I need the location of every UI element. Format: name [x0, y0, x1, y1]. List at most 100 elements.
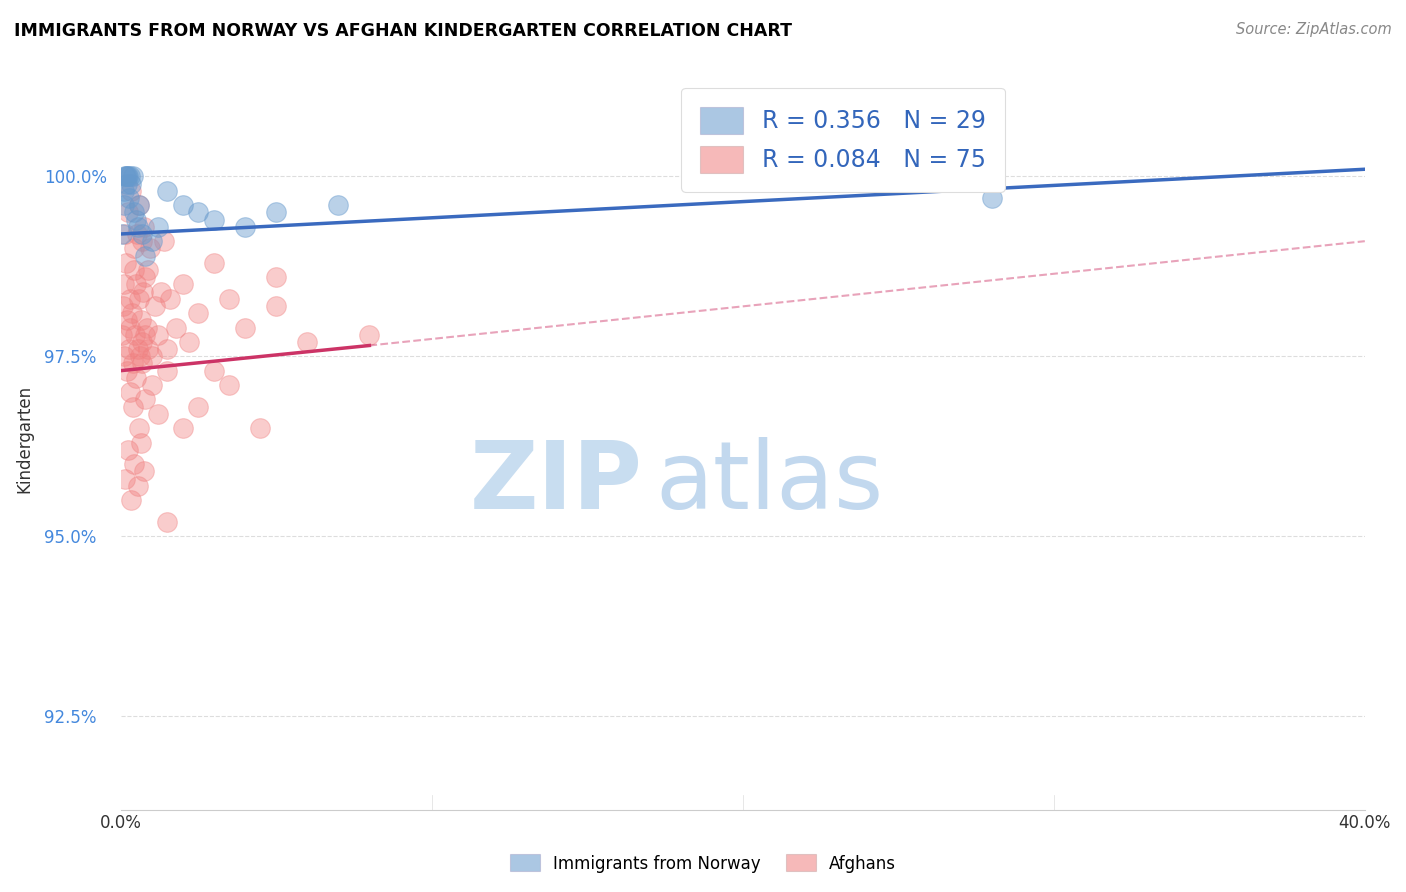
Point: [134, 270, 156, 285]
Point: [112, 184, 135, 198]
Point: [218, 378, 240, 392]
Point: [132, 219, 155, 234]
Point: [128, 198, 150, 212]
Point: [134, 249, 156, 263]
Point: [187, 400, 209, 414]
Point: [124, 241, 146, 255]
Point: [138, 263, 160, 277]
Point: [114, 227, 136, 241]
Point: [125, 212, 148, 227]
Point: [114, 169, 136, 184]
Point: [131, 234, 153, 248]
Point: [129, 313, 152, 327]
Point: [118, 385, 141, 400]
Point: [117, 169, 139, 184]
Point: [117, 205, 139, 219]
Point: [115, 169, 138, 184]
Point: [146, 407, 169, 421]
Point: [202, 212, 225, 227]
Point: [115, 364, 138, 378]
Point: [112, 198, 135, 212]
Point: [177, 334, 200, 349]
Point: [117, 442, 139, 457]
Point: [146, 327, 169, 342]
Point: [127, 219, 149, 234]
Point: [120, 177, 142, 191]
Point: [127, 342, 149, 356]
Y-axis label: Kindergarten: Kindergarten: [15, 385, 32, 493]
Point: [122, 169, 145, 184]
Point: [172, 277, 194, 292]
Point: [122, 400, 145, 414]
Point: [118, 292, 141, 306]
Point: [980, 191, 1002, 205]
Point: [122, 263, 145, 277]
Point: [132, 285, 155, 299]
Point: [249, 421, 271, 435]
Point: [233, 320, 256, 334]
Point: [264, 270, 287, 285]
Point: [172, 421, 194, 435]
Point: [125, 277, 148, 292]
Point: [132, 464, 155, 478]
Point: [187, 205, 209, 219]
Point: [122, 356, 145, 370]
Point: [117, 177, 139, 191]
Point: [187, 306, 209, 320]
Point: [202, 256, 225, 270]
Point: [156, 515, 179, 529]
Point: [233, 219, 256, 234]
Point: [121, 306, 143, 320]
Point: [127, 479, 149, 493]
Point: [111, 227, 134, 241]
Point: [146, 219, 169, 234]
Point: [125, 371, 148, 385]
Point: [264, 299, 287, 313]
Point: [124, 205, 146, 219]
Legend: Immigrants from Norway, Afghans: Immigrants from Norway, Afghans: [503, 847, 903, 880]
Point: [218, 292, 240, 306]
Point: [139, 241, 162, 255]
Point: [112, 277, 135, 292]
Point: [120, 320, 142, 334]
Point: [115, 256, 138, 270]
Point: [120, 184, 142, 198]
Point: [128, 198, 150, 212]
Point: [134, 392, 156, 407]
Point: [153, 234, 176, 248]
Point: [264, 205, 287, 219]
Point: [731, 169, 754, 184]
Point: [129, 435, 152, 450]
Point: [172, 198, 194, 212]
Point: [136, 320, 159, 334]
Point: [156, 184, 179, 198]
Text: atlas: atlas: [655, 437, 884, 530]
Point: [149, 285, 172, 299]
Point: [111, 299, 134, 313]
Point: [117, 313, 139, 327]
Point: [138, 342, 160, 356]
Point: [124, 327, 146, 342]
Point: [128, 349, 150, 363]
Point: [359, 327, 381, 342]
Point: [118, 191, 141, 205]
Point: [202, 364, 225, 378]
Point: [115, 169, 138, 184]
Point: [128, 421, 150, 435]
Text: IMMIGRANTS FROM NORWAY VS AFGHAN KINDERGARTEN CORRELATION CHART: IMMIGRANTS FROM NORWAY VS AFGHAN KINDERG…: [14, 22, 792, 40]
Text: Source: ZipAtlas.com: Source: ZipAtlas.com: [1236, 22, 1392, 37]
Point: [131, 356, 153, 370]
Point: [156, 342, 179, 356]
Point: [156, 364, 179, 378]
Point: [114, 472, 136, 486]
Point: [295, 334, 318, 349]
Point: [166, 320, 188, 334]
Point: [143, 299, 166, 313]
Point: [131, 227, 153, 241]
Point: [124, 457, 146, 471]
Point: [112, 349, 135, 363]
Point: [159, 292, 181, 306]
Point: [118, 342, 141, 356]
Point: [131, 334, 153, 349]
Point: [120, 493, 142, 508]
